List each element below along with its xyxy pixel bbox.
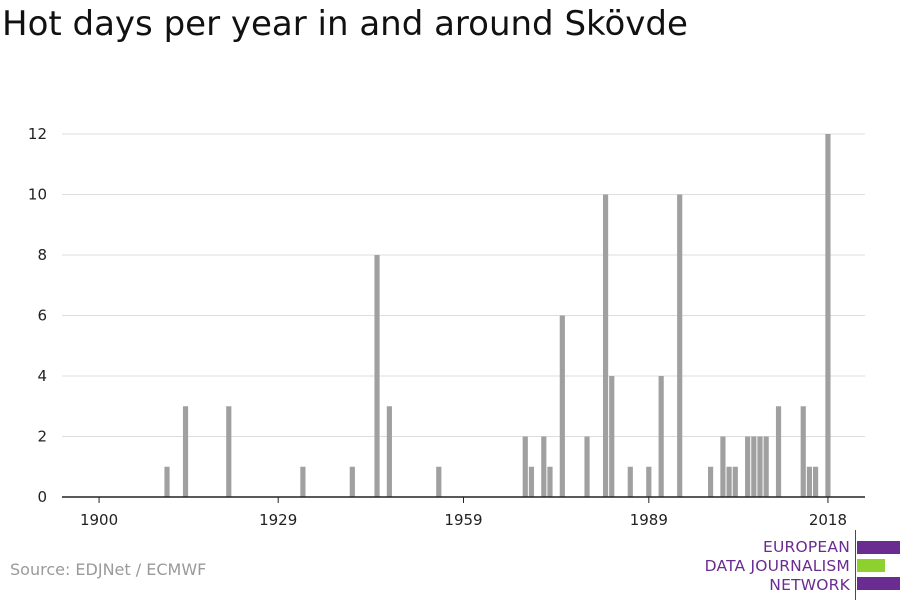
bar: [602, 194, 609, 497]
y-tick-label: 12: [28, 125, 47, 143]
bar: [800, 406, 806, 497]
chart-title: Hot days per year in and around Skövde: [2, 4, 688, 44]
bar: [584, 436, 590, 497]
bars: [164, 134, 831, 497]
bar: [386, 406, 392, 497]
bar: [300, 466, 306, 497]
bar: [732, 466, 738, 497]
y-tick-label: 10: [28, 186, 47, 204]
bar: [226, 406, 232, 497]
logo-rule: [855, 530, 856, 600]
bar: [757, 436, 763, 497]
bar: [559, 315, 565, 497]
logo-line-1: EUROPEAN: [762, 538, 850, 556]
logo-bar-bottom: [857, 577, 900, 590]
bar: [812, 466, 819, 497]
bar: [763, 436, 769, 497]
logo-bar-middle: [857, 559, 885, 572]
logo-line-3: NETWORK: [769, 576, 850, 594]
bar: [726, 466, 732, 497]
bar: [806, 466, 812, 497]
bar: [658, 376, 664, 497]
bar: [541, 436, 547, 497]
bar: [646, 466, 652, 497]
x-axis-ticks: 1900 1929 1959 1989 2018: [80, 497, 847, 529]
logo-line-2: DATA JOURNALISM: [704, 557, 850, 575]
x-tick-label: 1989: [630, 511, 668, 529]
y-axis-ticks: 0 2 4 6 8 10 12: [28, 125, 47, 506]
bar: [164, 466, 170, 497]
bar: [609, 376, 615, 497]
bar: [522, 436, 528, 497]
bar: [528, 466, 535, 497]
y-tick-label: 4: [37, 367, 47, 385]
edjnet-logo: EUROPEAN DATA JOURNALISM NETWORK: [700, 530, 900, 600]
bar: [751, 436, 757, 497]
bar: [182, 406, 189, 497]
logo-text: EUROPEAN DATA JOURNALISM NETWORK: [705, 538, 850, 595]
y-tick-label: 2: [37, 428, 47, 446]
x-tick-label: 2018: [809, 511, 847, 529]
bar: [707, 466, 714, 497]
bar: [374, 255, 380, 497]
bar: [627, 466, 633, 497]
x-tick-label: 1929: [259, 511, 297, 529]
y-tick-label: 0: [37, 488, 47, 506]
bar: [825, 134, 831, 497]
gridlines: [62, 133, 865, 437]
logo-bar-top: [857, 541, 900, 554]
bar: [720, 436, 726, 497]
bar: [745, 436, 751, 497]
bar: [436, 466, 442, 497]
bar: [349, 466, 355, 497]
y-tick-label: 8: [37, 246, 47, 264]
bar: [677, 194, 683, 497]
bar: [547, 466, 553, 497]
bar: [775, 406, 782, 497]
x-tick-label: 1900: [80, 511, 118, 529]
source-note: Source: EDJNet / ECMWF: [10, 560, 207, 579]
x-tick-label: 1959: [444, 511, 482, 529]
y-tick-label: 6: [37, 307, 47, 325]
